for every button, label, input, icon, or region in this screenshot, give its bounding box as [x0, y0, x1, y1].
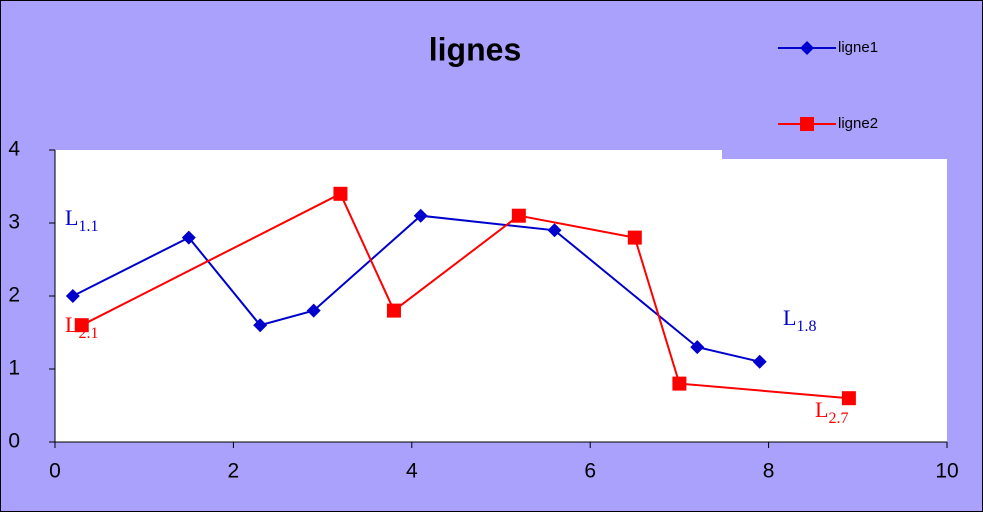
series-line: [72, 214, 760, 363]
plot-area: [55, 150, 947, 442]
legend-box: [722, 12, 952, 159]
marker: [65, 289, 80, 303]
marker: [547, 223, 562, 238]
legend-marker: [800, 41, 814, 55]
annotation-sub: 1.1: [78, 218, 98, 235]
y-tick-label: 1: [8, 357, 20, 380]
y-tick-label: 3: [8, 211, 20, 234]
annotation-sub: 2.1: [78, 325, 98, 342]
annotation-text: L: [65, 312, 78, 337]
marker: [74, 318, 89, 333]
y-tick-label: 0: [8, 430, 20, 453]
marker: [690, 340, 705, 355]
annotation-sub: 2.7: [828, 410, 848, 427]
marker: [386, 303, 401, 318]
annotation-text: L: [815, 397, 828, 422]
marker: [333, 186, 348, 201]
marker: [841, 391, 856, 406]
annotation-text: L: [65, 205, 78, 230]
annotation: L1.8: [783, 305, 816, 335]
x-tick-label: 4: [406, 460, 418, 483]
x-tick-label: 0: [49, 460, 61, 483]
marker: [413, 208, 428, 223]
marker: [181, 230, 196, 245]
chart-title: lignes: [429, 31, 521, 67]
annotation: L1.1: [65, 205, 98, 235]
annotation-sub: 1.8: [796, 318, 816, 335]
marker: [627, 230, 642, 245]
marker: [672, 376, 687, 391]
marker: [752, 354, 767, 369]
marker: [306, 303, 321, 318]
x-tick-label: 2: [228, 460, 240, 483]
x-tick-label: 6: [584, 460, 596, 483]
marker: [253, 318, 268, 333]
x-tick-label: 8: [763, 460, 775, 483]
annotation: L2.1: [65, 312, 98, 342]
y-tick-label: 4: [8, 138, 20, 161]
x-tick-label: 10: [935, 460, 958, 483]
legend-label: ligne2: [838, 115, 878, 132]
legend-marker: [800, 117, 814, 131]
y-tick-label: 2: [8, 284, 20, 307]
annotation: L2.7: [815, 397, 848, 427]
marker: [511, 208, 526, 223]
legend-label: ligne1: [838, 39, 878, 56]
annotation-text: L: [783, 305, 796, 330]
